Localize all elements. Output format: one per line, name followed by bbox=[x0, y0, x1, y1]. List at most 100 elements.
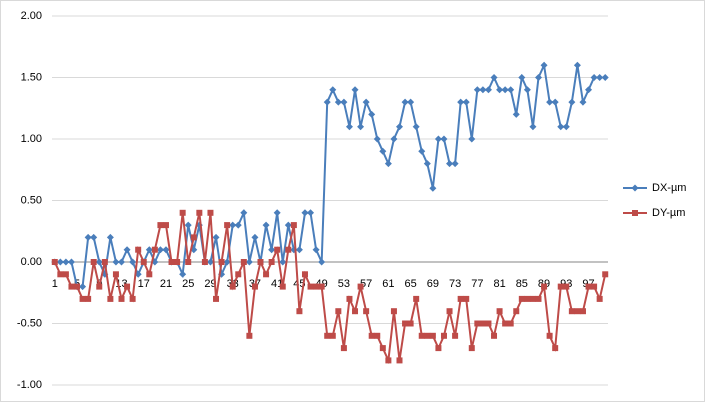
data-point bbox=[557, 283, 564, 290]
data-point bbox=[435, 345, 442, 352]
data-point bbox=[579, 98, 587, 106]
data-point bbox=[401, 98, 409, 106]
data-point bbox=[396, 123, 403, 131]
data-point bbox=[296, 308, 303, 315]
data-point bbox=[574, 308, 581, 315]
data-point bbox=[346, 295, 353, 302]
y-tick-label: 0.50 bbox=[21, 194, 42, 206]
data-point bbox=[452, 332, 459, 339]
data-point bbox=[79, 283, 87, 291]
data-point bbox=[546, 98, 554, 106]
data-point bbox=[374, 332, 381, 339]
data-point bbox=[502, 320, 509, 327]
data-point bbox=[440, 135, 448, 143]
x-tick-label: 21 bbox=[160, 278, 172, 290]
data-point bbox=[90, 259, 97, 265]
data-point bbox=[541, 283, 548, 290]
data-point bbox=[546, 332, 553, 339]
data-point bbox=[168, 259, 175, 265]
x-tick-label: 77 bbox=[471, 278, 483, 290]
data-point bbox=[285, 246, 292, 253]
data-point bbox=[563, 283, 570, 290]
data-point bbox=[573, 61, 581, 69]
data-point bbox=[146, 271, 153, 278]
data-point bbox=[162, 222, 169, 229]
data-point bbox=[284, 221, 292, 229]
data-point bbox=[129, 295, 136, 302]
data-point bbox=[363, 308, 370, 315]
data-point bbox=[90, 233, 98, 241]
data-point bbox=[496, 86, 504, 94]
data-point bbox=[112, 271, 119, 278]
data-point bbox=[67, 258, 75, 266]
data-point bbox=[474, 320, 481, 327]
x-tick-label: 17 bbox=[138, 278, 150, 290]
data-point bbox=[496, 308, 503, 315]
data-point bbox=[462, 98, 470, 106]
data-point bbox=[552, 345, 559, 352]
data-point bbox=[585, 86, 593, 94]
x-tick-label: 81 bbox=[493, 278, 505, 290]
data-point bbox=[129, 258, 137, 266]
data-point bbox=[213, 295, 220, 302]
data-point bbox=[118, 258, 125, 266]
y-tick-label: 2.00 bbox=[21, 10, 42, 22]
data-point bbox=[479, 320, 486, 327]
data-point bbox=[585, 283, 592, 290]
data-point bbox=[402, 320, 409, 327]
data-point bbox=[324, 332, 331, 339]
data-point bbox=[423, 160, 431, 168]
data-point bbox=[557, 123, 565, 131]
data-point bbox=[479, 86, 487, 94]
legend-marker bbox=[632, 210, 638, 216]
data-point bbox=[274, 246, 281, 253]
y-tick-label: 1.50 bbox=[21, 71, 42, 83]
data-point bbox=[229, 283, 236, 290]
data-point bbox=[446, 308, 453, 315]
data-point bbox=[157, 222, 164, 229]
data-point bbox=[485, 320, 492, 327]
data-point bbox=[418, 147, 426, 155]
data-point bbox=[312, 246, 320, 254]
x-tick-label: 1 bbox=[52, 278, 58, 290]
data-point bbox=[591, 283, 598, 290]
data-point bbox=[334, 98, 342, 106]
data-point bbox=[491, 332, 498, 339]
data-point bbox=[190, 234, 197, 241]
data-point bbox=[279, 258, 287, 266]
y-tick-label: 0.00 bbox=[21, 256, 42, 268]
data-point bbox=[357, 283, 364, 290]
data-point bbox=[490, 74, 498, 81]
data-point bbox=[323, 98, 331, 106]
data-point bbox=[468, 345, 475, 352]
data-point bbox=[340, 98, 348, 106]
y-tick-label: -0.50 bbox=[17, 317, 42, 329]
data-point bbox=[174, 259, 181, 265]
data-point bbox=[457, 295, 464, 302]
x-tick-label: 85 bbox=[516, 278, 528, 290]
data-point bbox=[85, 295, 92, 302]
data-point bbox=[262, 221, 270, 229]
data-point bbox=[179, 209, 186, 216]
data-point bbox=[529, 295, 536, 302]
data-point bbox=[290, 222, 297, 229]
data-point bbox=[602, 271, 609, 278]
data-point bbox=[562, 123, 570, 131]
data-point bbox=[579, 308, 586, 315]
data-point bbox=[518, 74, 526, 81]
data-point bbox=[424, 332, 431, 339]
x-tick-label: 29 bbox=[204, 278, 216, 290]
data-point bbox=[234, 221, 242, 229]
data-point bbox=[196, 209, 203, 216]
data-point bbox=[351, 86, 359, 94]
data-point bbox=[223, 258, 231, 266]
data-point bbox=[345, 123, 353, 131]
data-point bbox=[413, 295, 420, 302]
data-point bbox=[484, 86, 492, 94]
data-point bbox=[240, 259, 247, 265]
data-point bbox=[84, 233, 92, 241]
data-point bbox=[307, 283, 314, 290]
data-point bbox=[295, 246, 303, 254]
legend-label: DX-µm bbox=[652, 182, 686, 194]
